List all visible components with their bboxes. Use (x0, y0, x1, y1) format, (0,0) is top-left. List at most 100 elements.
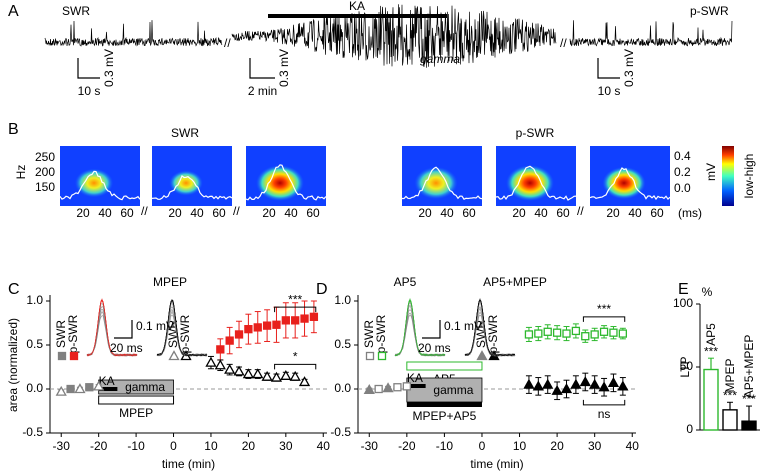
marker (579, 376, 591, 387)
x-tick-label: 10 (204, 439, 218, 453)
protocol-label: KA (99, 374, 115, 388)
x-tick-label: 60 (650, 206, 664, 220)
marker (168, 350, 180, 361)
protocol-label: MPEP+AP5 (413, 409, 477, 423)
bar (722, 409, 738, 431)
x-tick-label: -10 (127, 439, 145, 453)
legend-label: SWR (54, 320, 68, 348)
x-tick-label: 40 (317, 439, 331, 453)
inset-scale-time: 20 ms (418, 341, 451, 355)
mean-trace (59, 170, 141, 201)
x-tick-label: 40 (98, 206, 112, 220)
protocol-box (406, 361, 483, 371)
x-tick-label: 40 (190, 206, 204, 220)
marker (66, 384, 75, 394)
marker (524, 330, 534, 339)
marker (374, 384, 383, 394)
x-tick-label: -30 (361, 439, 379, 453)
marker (570, 378, 582, 389)
significance-label: ns (598, 407, 611, 421)
x-tick-label: 40 (440, 206, 454, 220)
scale-bar (249, 58, 275, 79)
panel-label: E (678, 281, 689, 298)
y-tick-label: 100 (673, 296, 693, 310)
marker (289, 370, 301, 381)
spectrogram-blob (602, 166, 646, 200)
marker (609, 328, 618, 337)
y-tick-label: 0.0 (674, 181, 691, 195)
chart-title: AP5 (394, 275, 417, 289)
marker (377, 351, 387, 361)
protocol-bar (98, 387, 118, 391)
marker (270, 371, 283, 382)
x-tick-label: 60 (120, 206, 134, 220)
marker (363, 384, 375, 395)
x-axis-label: time (min) (470, 457, 523, 471)
marker (234, 330, 244, 339)
legend-label: p-SWR (66, 314, 80, 353)
chart-title: MPEP (153, 275, 187, 289)
marker (261, 370, 273, 381)
group-label: SWR (171, 126, 199, 140)
x-tick-label: 30 (279, 439, 293, 453)
spectrogram-blob (414, 166, 458, 200)
marker (214, 359, 226, 370)
significance-label: *** (704, 344, 718, 358)
mean-trace (495, 165, 577, 201)
marker (281, 316, 290, 325)
x-tick-label: 40 (628, 206, 642, 220)
axis-label: mV (704, 163, 718, 181)
inset-trace (464, 299, 516, 357)
marker (291, 316, 300, 325)
protocol-box (98, 395, 175, 405)
y-tick-label: 0 (686, 422, 693, 436)
panel-label: C (8, 281, 20, 298)
protocol-label: KA (407, 371, 423, 385)
marker (224, 363, 236, 374)
significance-bracket (582, 316, 626, 322)
gamma-label: gamma (420, 52, 460, 66)
marker (57, 351, 67, 361)
marker (598, 381, 610, 392)
ka-label: KA (349, 0, 365, 13)
y-tick-label: 200 (35, 165, 55, 179)
x-tick-label: 0 (479, 439, 486, 453)
marker (542, 378, 554, 389)
significance-label: *** (597, 302, 611, 316)
marker (93, 380, 105, 391)
significance-label: *** (723, 388, 737, 402)
x-tick-label: 0 (170, 439, 177, 453)
marker (298, 376, 311, 387)
significance-bracket (582, 399, 626, 406)
y-tick-label: 1.0 (334, 293, 351, 307)
x-tick-label: 40 (626, 439, 640, 453)
mean-trace (245, 164, 327, 201)
marker (560, 383, 573, 394)
trace-label: p-SWR (690, 4, 729, 18)
mean-trace (151, 174, 233, 200)
marker (618, 329, 628, 338)
inset-scale (114, 320, 133, 339)
inset-trace (156, 300, 208, 357)
scale-time: 2 min (248, 84, 277, 98)
y-tick-label: 0.5 (334, 337, 351, 351)
protocol-label: gamma (433, 383, 473, 397)
significance-label: *** (742, 392, 756, 406)
panel-label: B (8, 121, 19, 138)
y-axis-label: LTP (678, 356, 692, 377)
break-mark: // (560, 36, 567, 50)
chart-subtitle: AP5+MPEP (483, 275, 547, 289)
category-label: AP5 (704, 323, 718, 346)
marker (216, 345, 225, 354)
marker (476, 350, 488, 361)
spectrogram-blob (74, 168, 114, 198)
x-tick-label: 60 (556, 206, 570, 220)
x-tick-label: 30 (588, 439, 602, 453)
marker (581, 332, 590, 341)
marker (225, 336, 234, 345)
marker (300, 314, 309, 323)
protocol-box (406, 377, 483, 403)
marker (571, 326, 581, 336)
colorbar (722, 146, 734, 206)
marker (402, 382, 411, 391)
